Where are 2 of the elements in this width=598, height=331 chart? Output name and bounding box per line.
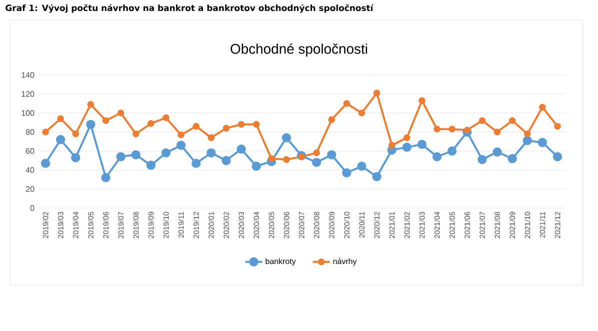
chart-title: Graf 1: Vývoj počtu návrhov na bankrot a bankrotov obchodných spoločností [6,4,374,13]
chart-subtitle: Obchodné spoločnosti [230,43,368,57]
